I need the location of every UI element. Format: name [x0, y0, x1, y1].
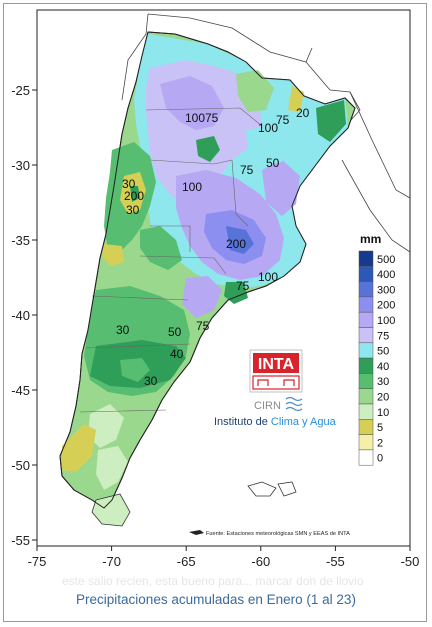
y-axis: -25 -30 -35 -40 -45 -50 -55 — [11, 83, 37, 548]
contour-label: 30 — [122, 177, 136, 191]
contour-label: 75 — [276, 113, 290, 127]
legend-swatch — [358, 250, 374, 267]
contour-label: 200 — [226, 237, 246, 251]
contour-label: 75 — [236, 279, 250, 293]
x-tick-label: -65 — [177, 554, 196, 569]
image-caption: Precipitaciones acumuladas en Enero (1 a… — [76, 592, 356, 607]
legend-label: 100 — [377, 315, 395, 327]
inta-logo: INTA — [249, 349, 303, 393]
contour-label: 100 — [182, 180, 202, 194]
x-axis: -75 -70 -65 -60 -55 -50 — [28, 546, 420, 569]
legend-swatch — [358, 281, 374, 298]
x-tick-label: -50 — [401, 554, 420, 569]
legend-label: 2 — [377, 437, 383, 449]
legend-swatch — [358, 327, 374, 344]
legend-label: 20 — [377, 392, 389, 404]
contour-label: 100 — [185, 111, 205, 125]
y-tick-label: -35 — [11, 233, 30, 248]
contour-labels: 100 75 100 75 50 75 100 200 100 75 50 40… — [116, 106, 310, 388]
argentina-outline — [59, 31, 356, 509]
legend-swatch — [358, 373, 374, 389]
y-tick-label: -45 — [11, 383, 30, 398]
inta-logo-text: INTA — [258, 356, 295, 373]
source-note-text: Fuente: Estaciones meteorológicas SMN y … — [206, 531, 350, 537]
x-tick-label: -60 — [251, 554, 270, 569]
legend-label: 40 — [377, 361, 389, 373]
legend-label: 200 — [377, 300, 395, 312]
contour-label: 30 — [116, 323, 130, 337]
legend-unit-label: mm — [360, 232, 381, 246]
contour-label: 50 — [168, 325, 182, 339]
legend-label: 0 — [377, 453, 383, 465]
contour-label: 40 — [170, 347, 184, 361]
source-note: Fuente: Estaciones meteorológicas SMN y … — [189, 530, 350, 537]
y-tick-label: -50 — [11, 458, 30, 473]
contour-label: 200 — [124, 189, 144, 203]
legend-swatch — [358, 419, 374, 435]
legend-label: 500 — [377, 254, 395, 266]
y-tick-label: -40 — [11, 308, 30, 323]
legend-label: 5 — [377, 422, 383, 434]
y-tick-label: -55 — [11, 533, 30, 548]
contour-label: 75 — [240, 163, 254, 177]
legend-swatch — [358, 434, 374, 451]
legend-swatch — [358, 388, 374, 405]
precipitation-fill — [59, 31, 356, 527]
legend-swatch — [358, 342, 374, 359]
institute-name: Instituto de Clima y Agua — [214, 416, 337, 428]
contour-label: 30 — [126, 203, 140, 217]
x-tick-label: -75 — [28, 554, 47, 569]
legend-label: 10 — [377, 407, 389, 419]
legend-label: 300 — [377, 284, 395, 296]
contour-label: 100 — [258, 270, 278, 284]
legend-swatch — [358, 403, 374, 420]
contour-label: 30 — [144, 374, 158, 388]
legend-label: 50 — [377, 346, 389, 358]
x-tick-label: -55 — [326, 554, 345, 569]
contour-label: 20 — [296, 106, 310, 120]
y-tick-label: -30 — [11, 158, 30, 173]
province-borders — [79, 107, 263, 413]
legend-label: 75 — [377, 330, 389, 342]
y-tick-label: -25 — [11, 83, 30, 98]
legend-swatch — [358, 449, 374, 466]
cirn-text: CIRN — [254, 400, 281, 412]
legend-swatch — [358, 357, 374, 374]
legend-label: 30 — [377, 376, 389, 388]
contour-label: 50 — [266, 156, 280, 170]
x-tick-label: -70 — [102, 554, 121, 569]
contour-label: 100 — [258, 121, 278, 135]
legend-swatch — [358, 266, 374, 282]
legend-label: 400 — [377, 269, 395, 281]
legend-swatch — [358, 311, 374, 328]
contour-label: 75 — [205, 111, 219, 125]
cirn-logo: CIRN Instituto de Clima y Agua — [214, 396, 337, 428]
contour-label: 75 — [196, 319, 210, 333]
legend-swatch — [358, 296, 374, 313]
background-watermark-text: este salio recien, esta bueno para... ma… — [62, 574, 364, 588]
